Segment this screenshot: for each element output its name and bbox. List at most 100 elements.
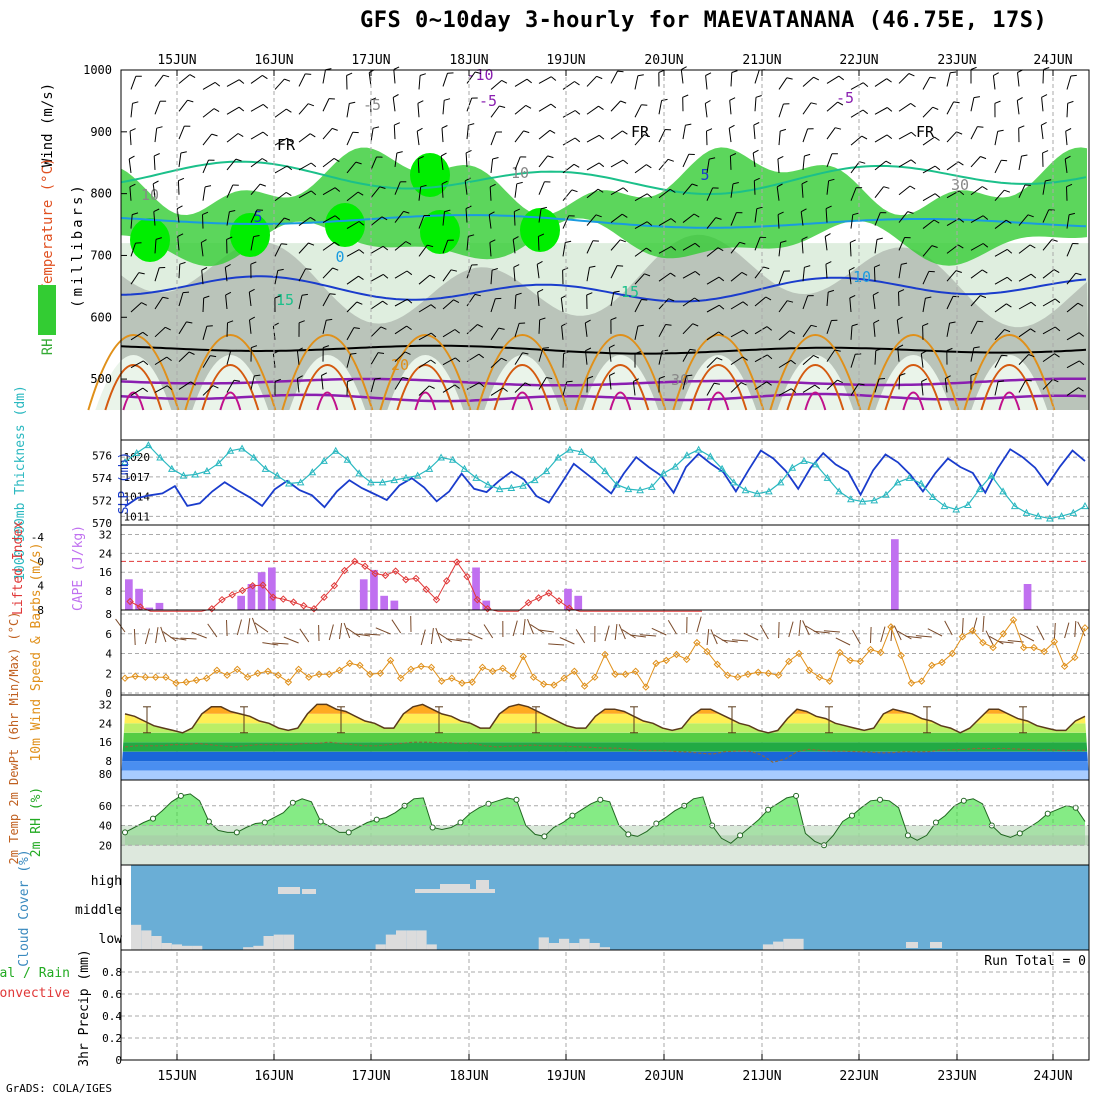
wind-barb-flag xyxy=(859,161,866,164)
cape-bar xyxy=(390,600,399,610)
lifted-index-marker xyxy=(432,595,441,604)
wind-barb xyxy=(490,298,496,313)
wind-barb xyxy=(322,98,330,112)
wind-barb xyxy=(514,382,526,393)
wind-barb-flag xyxy=(777,155,784,160)
contour-label: 30 xyxy=(951,176,969,194)
wind-barb-flag xyxy=(406,298,413,304)
wind-barb-flag xyxy=(326,318,333,321)
wind-barb xyxy=(730,241,740,254)
wind-barb xyxy=(970,215,984,223)
thickness-marker xyxy=(448,455,457,463)
run-total-label: Run Total = 0 xyxy=(984,954,1086,969)
wind-barb xyxy=(322,69,326,84)
wind10-marker xyxy=(1050,637,1059,646)
wind-barb xyxy=(850,325,853,340)
thickness-marker xyxy=(999,487,1007,495)
wind-barb-flag xyxy=(646,193,653,198)
wind-barb-flag xyxy=(787,300,794,303)
wind-barb-flag xyxy=(982,243,989,248)
slp-tick-label: 1014 xyxy=(124,491,151,504)
dewpoint2m-line xyxy=(124,741,1085,763)
wind-barb-flag xyxy=(595,214,602,218)
wind-barb xyxy=(418,274,431,285)
contour-label: -5 xyxy=(479,92,497,110)
wind-barb xyxy=(490,357,502,369)
wind-barb-flag xyxy=(945,375,951,380)
wind10-marker xyxy=(376,669,385,677)
wind-barb-flag xyxy=(849,294,856,299)
wind10-marker xyxy=(121,674,129,682)
wind-barb-flag xyxy=(525,104,532,109)
wind-barb xyxy=(610,100,621,112)
wind10-barb xyxy=(972,617,978,634)
wind-barb xyxy=(994,276,1008,285)
wind-barb-flag xyxy=(848,266,855,271)
wind-barb-flag xyxy=(908,73,915,77)
wind-barb xyxy=(730,301,744,310)
wind-barb xyxy=(322,241,335,251)
wind-barb-flag xyxy=(898,289,905,293)
wind-barb xyxy=(274,78,285,90)
wind-barb-flag xyxy=(1041,121,1047,126)
wind-barb-flag xyxy=(540,206,548,210)
wind-barb xyxy=(802,128,809,143)
wind-barb-flag xyxy=(284,78,291,82)
lifted-index-marker xyxy=(300,602,308,610)
wind-barb xyxy=(1042,239,1053,251)
wind-barb xyxy=(202,214,204,229)
wind-barb-flag xyxy=(709,157,716,160)
thickness-tick-label: 574 xyxy=(92,472,112,485)
wind10-marker xyxy=(968,627,977,635)
wind-barb-flag xyxy=(670,246,677,251)
wind-barb xyxy=(826,153,833,168)
wind-barb-flag xyxy=(1067,100,1074,104)
wind-barb-flag xyxy=(333,157,340,163)
wind-barb-flag xyxy=(910,131,917,137)
date-label-bottom: 24JUN xyxy=(1033,1069,1072,1084)
wind-barb-flag xyxy=(804,153,811,157)
wind-barb-flag xyxy=(828,178,835,182)
wind-barb xyxy=(346,191,359,202)
wind-barb xyxy=(416,131,420,146)
wind-barb xyxy=(898,159,912,168)
wind10-barb xyxy=(283,636,299,644)
wind-barb-flag xyxy=(665,324,672,326)
thickness-marker xyxy=(355,469,363,477)
wind-barb xyxy=(778,388,792,396)
wind-barb xyxy=(970,243,984,251)
rh-green-area xyxy=(121,147,1087,267)
cape-bar xyxy=(237,595,245,610)
lifted-index-marker xyxy=(402,575,410,584)
wind-barb xyxy=(224,267,228,282)
wind-barb-flag xyxy=(179,261,186,265)
wind-barb xyxy=(874,378,880,393)
wind-barb-flag xyxy=(718,331,724,336)
wind-barb-flag xyxy=(166,385,173,390)
wind-barb-flag xyxy=(973,96,980,99)
wind10-marker xyxy=(754,668,762,676)
wind-barb xyxy=(898,375,901,390)
temp-contour-25 xyxy=(493,364,552,411)
wind10-marker xyxy=(499,664,507,673)
temp-band xyxy=(121,695,1089,704)
wind10-marker xyxy=(325,670,333,678)
wind-barb-flag xyxy=(334,215,341,220)
wind-barb-flag xyxy=(718,276,725,282)
wind-barb xyxy=(848,270,852,285)
wind10-barb xyxy=(813,630,830,634)
wind-barb xyxy=(442,299,454,310)
wind-barb-flag xyxy=(730,153,737,157)
wind-barb xyxy=(249,319,252,334)
wind10-ylabel-group: 10m Wind Speed & Barbs (m/s) xyxy=(29,542,44,761)
rh2m-marker xyxy=(317,818,324,825)
panel-frame-wind xyxy=(120,609,1090,696)
wind-barb xyxy=(488,214,492,229)
wind-barb xyxy=(946,131,957,143)
slp-tick-label: 1011 xyxy=(124,510,151,523)
rh2m-marker xyxy=(960,797,967,804)
wind-barb xyxy=(466,125,469,140)
wind-barb xyxy=(754,69,760,84)
wind-barb xyxy=(970,186,983,196)
wind-barb xyxy=(226,380,235,393)
